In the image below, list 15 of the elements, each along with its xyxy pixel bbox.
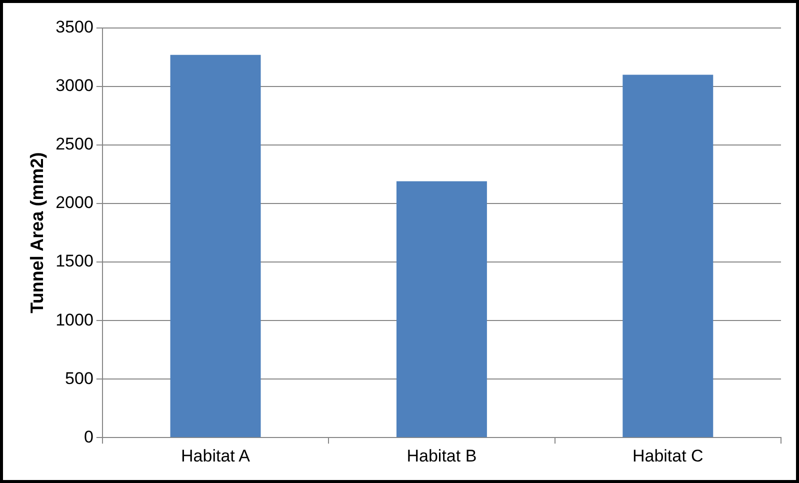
x-tick-label: Habitat C: [632, 446, 704, 466]
bar: [622, 74, 714, 438]
x-tick-label: Habitat A: [181, 446, 251, 466]
y-tick-label: 2000: [56, 193, 94, 212]
y-tick-label: 500: [65, 368, 94, 388]
y-tick-label: 0: [84, 427, 94, 446]
bar: [396, 181, 487, 438]
y-tick-label: 1000: [56, 310, 94, 330]
y-tick-label: 2500: [56, 134, 94, 154]
bar: [170, 54, 261, 438]
y-tick-label: 3500: [56, 18, 94, 37]
x-tick-label: Habitat B: [406, 446, 477, 466]
y-axis-title: Tunnel Area (mm2): [26, 152, 47, 314]
y-tick-label: 3000: [56, 76, 94, 96]
y-tick-label: 1500: [56, 252, 94, 271]
